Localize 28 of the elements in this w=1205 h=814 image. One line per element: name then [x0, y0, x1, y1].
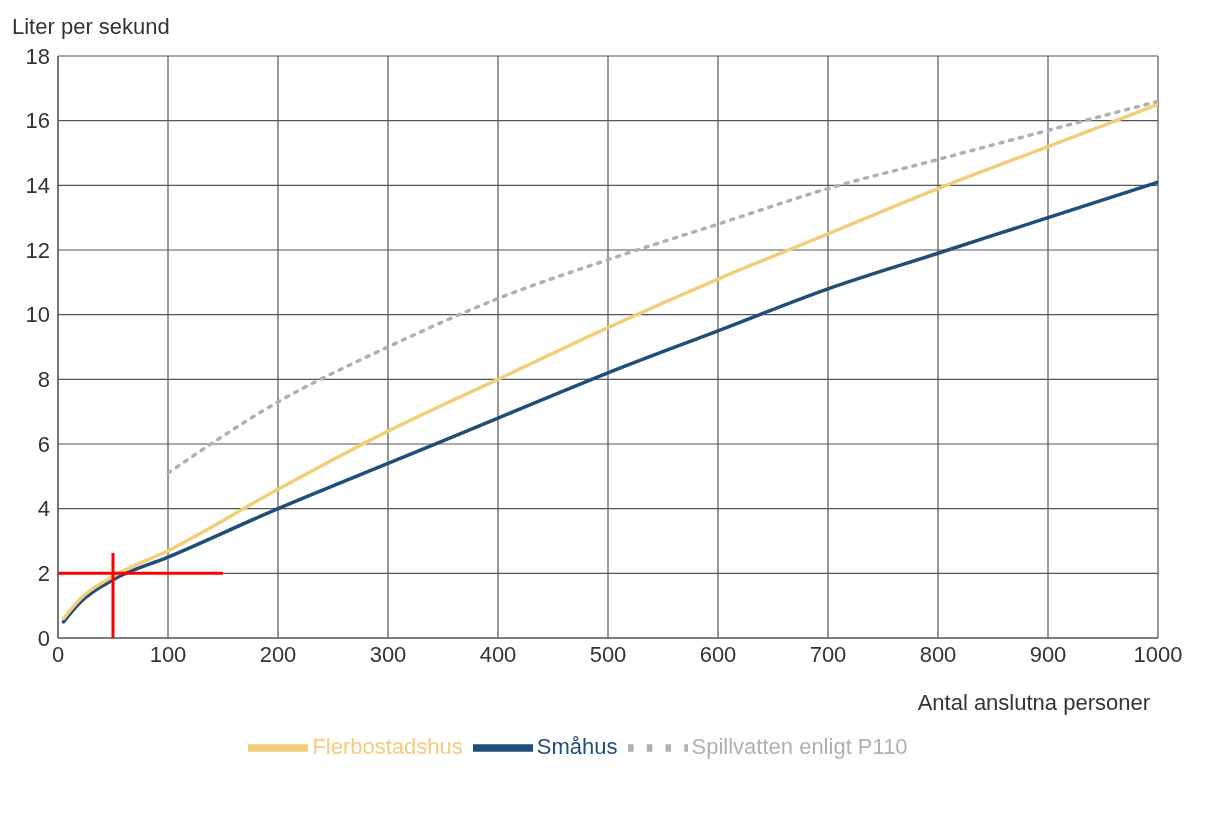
y-tick-label: 4 — [37, 496, 50, 522]
line-series — [166, 99, 1158, 475]
y-tick-label: 18 — [25, 43, 50, 69]
y-tick-label: 8 — [37, 367, 50, 393]
legend-label: Spillvatten enligt P110 — [691, 733, 908, 759]
y-tick-label: 12 — [25, 237, 50, 263]
y-tick-label: 6 — [37, 431, 50, 457]
legend-label: Flerbostadshus — [312, 733, 463, 759]
y-tick-label: 16 — [25, 108, 50, 134]
y-tick-label: 10 — [25, 302, 50, 328]
legend-label: Småhus — [536, 733, 618, 759]
x-axis-title: Antal anslutna personer — [917, 690, 1150, 715]
x-tick-label: 1000 — [1133, 641, 1183, 667]
x-tick-label: 300 — [369, 641, 407, 667]
line-series — [61, 102, 1158, 621]
y-tick-label: 14 — [25, 173, 50, 199]
x-tick-label: 500 — [589, 641, 627, 667]
y-tick-label: 0 — [37, 625, 50, 651]
line-series — [61, 180, 1158, 624]
y-tick-label: 2 — [37, 561, 50, 587]
x-tick-label: 700 — [809, 641, 847, 667]
x-tick-label: 400 — [479, 641, 517, 667]
x-tick-label: 900 — [1029, 641, 1067, 667]
x-tick-label: 200 — [259, 641, 297, 667]
x-tick-label: 100 — [149, 641, 187, 667]
x-tick-label: 800 — [919, 641, 957, 667]
x-tick-label: 600 — [699, 641, 737, 667]
y-axis-title: Liter per sekund — [12, 14, 170, 40]
